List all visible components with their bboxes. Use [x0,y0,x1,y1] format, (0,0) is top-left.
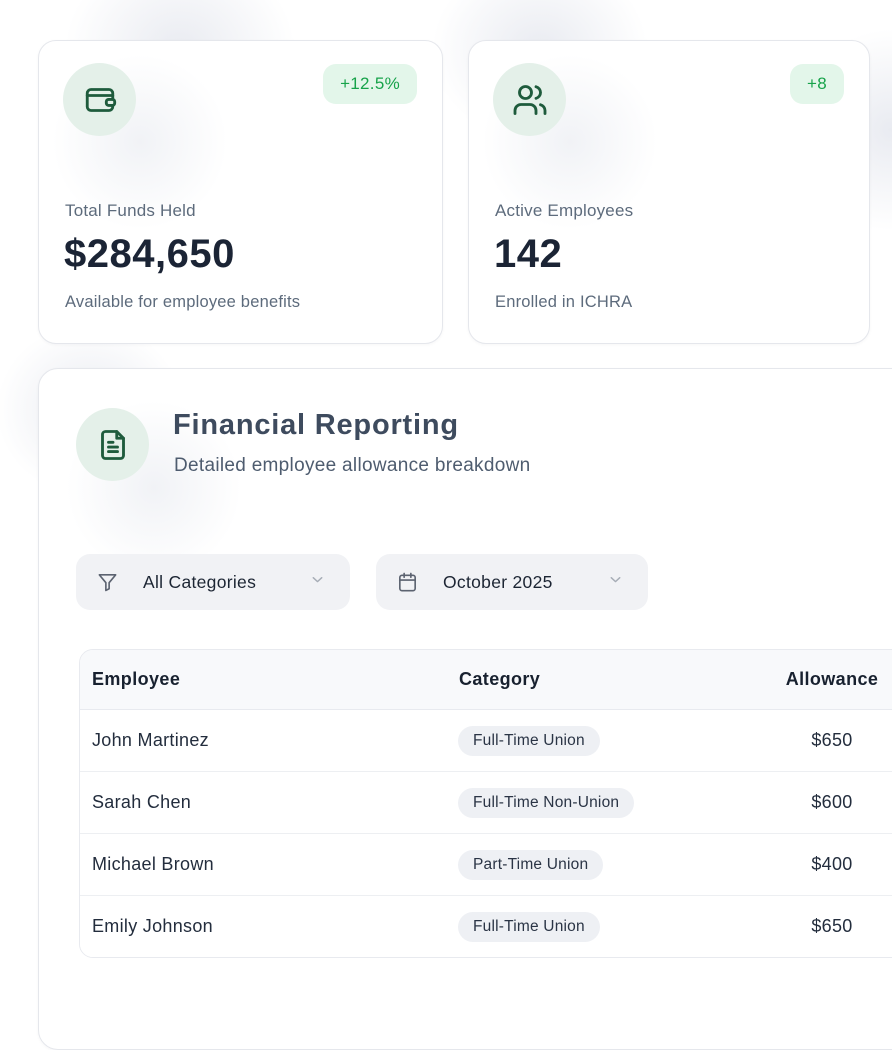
allowance-value: $400 [811,854,853,874]
allowance-table: Employee Category Allowance John Martine… [79,649,892,958]
stat-card-total-funds: +12.5% Total Funds Held $284,650 Availab… [15,17,443,344]
month-filter-dropdown[interactable]: October 2025 [376,554,648,610]
chevron-down-icon [607,571,624,593]
allowance-value: $600 [811,792,853,812]
category-cell: Full-Time Union [457,911,744,942]
stat-sublabel: Enrolled in ICHRA [495,293,633,311]
stat-label: Total Funds Held [65,201,196,220]
category-badge: Full-Time Non-Union [458,787,635,818]
document-icon [76,408,149,481]
stat-value: 142 [494,232,563,276]
column-header-category: Category [459,669,541,689]
card-halo [445,17,695,267]
filters-row: All Categories October 2025 [76,554,648,610]
table-row: Emily Johnson Full-Time Union $650 [80,896,892,957]
employee-name: Sarah Chen [92,792,192,812]
employee-name: Emily Johnson [92,916,213,936]
allowance-value: $650 [811,730,853,750]
trend-badge: +8 [790,64,844,104]
stat-value: $284,650 [64,232,235,276]
column-header-employee: Employee [92,669,181,689]
category-badge: Full-Time Union [458,725,600,756]
category-filter-value: All Categories [143,571,257,592]
employee-name: Michael Brown [92,854,214,874]
page-title: Financial Reporting [173,409,459,441]
table-header-row: Employee Category Allowance [80,650,892,710]
category-cell: Part-Time Union [457,849,744,880]
allowance-value: $650 [811,916,853,936]
category-filter-dropdown[interactable]: All Categories [76,554,350,610]
stat-sublabel: Available for employee benefits [65,293,301,311]
trend-badge: +12.5% [323,64,417,104]
calendar-icon [399,572,416,591]
chevron-down-icon [309,571,326,593]
category-cell: Full-Time Non-Union [457,787,744,818]
stat-label: Active Employees [495,201,634,220]
funnel-icon [98,573,117,591]
category-cell: Full-Time Union [457,725,744,756]
column-header-allowance: Allowance [785,669,879,689]
table-row: Michael Brown Part-Time Union $400 [80,834,892,896]
category-badge: Part-Time Union [458,849,604,880]
category-badge: Full-Time Union [458,911,600,942]
table-row: Sarah Chen Full-Time Non-Union $600 [80,772,892,834]
month-filter-value: October 2025 [443,571,553,592]
stat-card-active-employees: +8 Active Employees 142 Enrolled in ICHR… [445,17,870,344]
wallet-icon [63,63,136,136]
employee-name: John Martinez [92,730,209,750]
card-halo [15,17,265,267]
page-subtitle: Detailed employee allowance breakdown [174,455,531,476]
table-body: John Martinez Full-Time Union $650 Sarah Ch… [80,710,892,957]
users-icon [493,63,566,136]
table-row: John Martinez Full-Time Union $650 [80,710,892,772]
